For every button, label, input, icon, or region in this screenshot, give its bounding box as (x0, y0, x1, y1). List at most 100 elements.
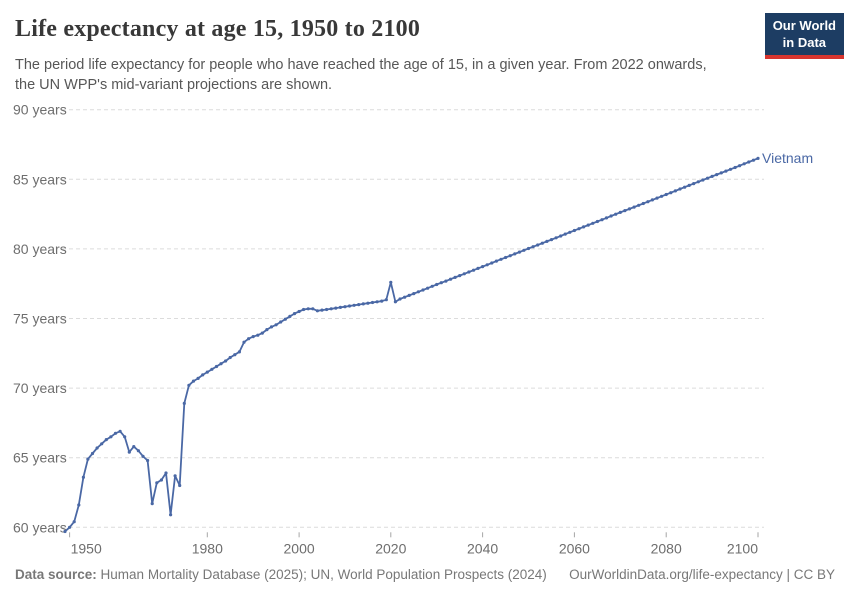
series-point[interactable] (747, 160, 751, 164)
series-point[interactable] (320, 308, 324, 312)
series-point[interactable] (109, 435, 113, 439)
series-point[interactable] (485, 263, 489, 267)
series-point[interactable] (710, 174, 714, 178)
series-point[interactable] (536, 243, 540, 247)
series-point[interactable] (338, 305, 342, 309)
series-point[interactable] (201, 373, 205, 377)
series-point[interactable] (297, 309, 301, 314)
series-point[interactable] (325, 307, 329, 312)
series-point[interactable] (269, 325, 274, 329)
series-point[interactable] (724, 169, 728, 173)
series-point[interactable] (641, 201, 645, 206)
series-point[interactable] (604, 216, 609, 220)
series-point[interactable] (159, 478, 163, 482)
series-point[interactable] (113, 431, 118, 435)
series-point[interactable] (582, 225, 586, 229)
series-point[interactable] (370, 300, 375, 305)
owid-logo[interactable]: Our World in Data (764, 13, 844, 60)
series-point[interactable] (719, 171, 723, 175)
series-point[interactable] (430, 284, 434, 288)
series-point[interactable] (572, 228, 577, 233)
series-point[interactable] (182, 401, 186, 405)
series-point[interactable] (302, 307, 306, 312)
series-point[interactable] (136, 449, 140, 453)
series-point[interactable] (421, 288, 425, 292)
series-point[interactable] (650, 198, 655, 202)
series-point[interactable] (540, 241, 544, 245)
series-point[interactable] (467, 270, 471, 274)
series-point[interactable] (164, 471, 168, 475)
series-point[interactable] (692, 182, 696, 186)
series-point[interactable] (283, 317, 287, 321)
series-point[interactable] (655, 196, 659, 200)
series-point[interactable] (517, 250, 522, 254)
series-point[interactable] (623, 209, 627, 213)
series-point[interactable] (568, 230, 572, 234)
series-point[interactable] (219, 362, 223, 366)
license-link[interactable]: CC BY (793, 567, 835, 582)
series-point[interactable] (191, 379, 196, 383)
series-point[interactable] (531, 245, 535, 249)
series-point[interactable] (247, 337, 251, 341)
series-point[interactable] (627, 207, 632, 211)
series-point[interactable] (439, 281, 443, 285)
series-point[interactable] (508, 254, 512, 258)
series-point[interactable] (412, 292, 416, 296)
series-point[interactable] (214, 364, 219, 369)
series-point[interactable] (577, 227, 581, 231)
series-point[interactable] (384, 298, 388, 302)
series-point[interactable] (559, 234, 563, 238)
series-point[interactable] (448, 277, 453, 281)
series-point[interactable] (256, 333, 260, 337)
series-point[interactable] (389, 280, 393, 284)
series-point[interactable] (563, 232, 567, 236)
series-point[interactable] (68, 525, 72, 529)
series-point[interactable] (187, 383, 191, 387)
series-point[interactable] (614, 212, 618, 216)
series-point[interactable] (435, 282, 439, 287)
series-point[interactable] (178, 483, 182, 488)
series-point[interactable] (90, 451, 95, 456)
series-point[interactable] (260, 331, 264, 335)
series-point[interactable] (453, 275, 457, 279)
series-point[interactable] (169, 513, 173, 517)
series-point[interactable] (210, 367, 214, 371)
series-point[interactable] (618, 210, 622, 214)
series-point[interactable] (118, 429, 122, 433)
series-point[interactable] (426, 286, 430, 290)
series-point[interactable] (86, 457, 90, 461)
series-point[interactable] (646, 200, 650, 204)
series-point[interactable] (375, 300, 379, 304)
series-point[interactable] (683, 185, 687, 189)
series-point[interactable] (95, 446, 99, 450)
series-point[interactable] (462, 272, 466, 276)
series-point[interactable] (380, 299, 384, 303)
series-point[interactable] (549, 238, 554, 242)
series-point[interactable] (150, 502, 154, 506)
series-point[interactable] (228, 355, 232, 360)
series-label-vietnam[interactable]: Vietnam (762, 150, 814, 166)
series-point[interactable] (242, 340, 246, 344)
series-point[interactable] (357, 303, 361, 307)
series-point[interactable] (224, 359, 228, 363)
series-point[interactable] (81, 475, 85, 479)
series-point[interactable] (104, 438, 108, 442)
series-point[interactable] (352, 303, 356, 307)
series-point[interactable] (343, 305, 347, 309)
series-point[interactable] (595, 219, 600, 224)
series-point[interactable] (522, 248, 526, 252)
series-point[interactable] (481, 265, 485, 269)
series-point[interactable] (347, 304, 352, 308)
series-point[interactable] (715, 173, 719, 177)
series-point[interactable] (416, 290, 420, 294)
series-point[interactable] (279, 320, 283, 324)
series-point[interactable] (196, 376, 200, 380)
series-point[interactable] (366, 301, 370, 305)
series-point[interactable] (664, 192, 668, 197)
series-point[interactable] (660, 194, 664, 198)
series-point[interactable] (756, 156, 760, 160)
series-point[interactable] (237, 350, 241, 354)
series-point[interactable] (205, 370, 209, 374)
series-point[interactable] (742, 162, 746, 166)
